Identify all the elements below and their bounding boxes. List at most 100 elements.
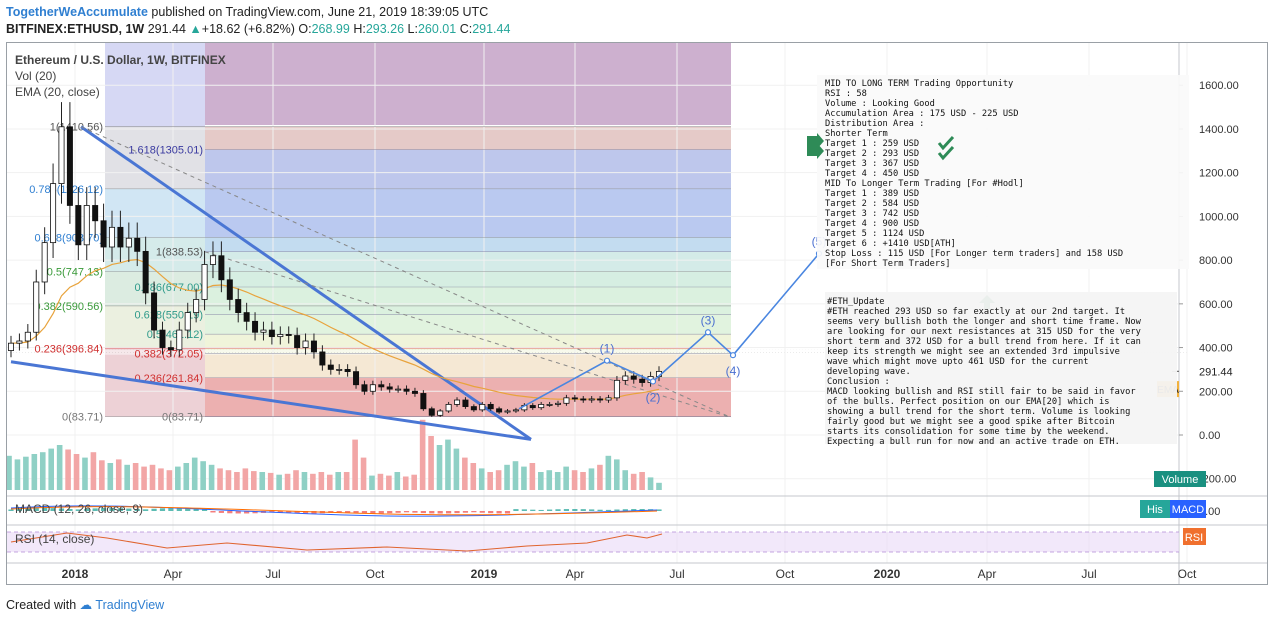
y-tick-label-0: 1600.00 [1199,80,1239,92]
chart-canvas[interactable]: 1(1410.56)0.786(1126.12)0.618(903.70)0.5… [7,43,1267,584]
candle-body [7,342,14,351]
candle-body [588,398,595,401]
volume-bars [7,419,662,490]
note1-line-8: Target 3 : 367 USD [825,159,919,169]
macd-hist-bar [134,509,140,511]
macd-hist-bar [286,511,292,513]
macd-hist-bar [193,508,199,511]
volume-bar [310,473,316,490]
note2-line-8: Conclusion : [827,377,890,387]
candle-body [555,402,562,405]
volume-bar [470,463,477,490]
note2-line-10: of the bulls. Perfect position on our EM… [827,397,1109,407]
candle-body [41,242,48,283]
macd-hist-bar [462,511,469,513]
indicator-panes [7,43,1267,584]
macd-hist-bar [42,508,48,511]
candle-body [184,312,191,331]
macd-hist-bar [479,511,485,513]
macd-hist-bar [235,511,241,514]
volume-bar [521,466,527,490]
fib2-band-9 [205,353,731,378]
wave-point-3 [704,329,712,336]
macd-hist-bar [504,511,511,514]
candle-body [100,220,107,248]
macd-hist-bar [614,509,620,511]
note2-line-9: MACD looking bullish and RSI still fair … [827,387,1136,397]
author-link[interactable]: TogetherWeAccumulate [6,5,148,19]
macd-hist-bar [100,508,107,511]
ema-line [10,258,660,400]
note2-line-11: showing a bull trend for the short term.… [827,407,1130,417]
volume-bar [39,452,46,490]
candle-body [496,408,503,413]
macd-hist-bar [420,511,426,514]
volume-bar [352,439,358,490]
macd-hist-bar [176,508,182,511]
candle-body [462,399,469,407]
note2-line-13: starts its consolidation for some time b… [827,427,1109,437]
candle-body [622,375,629,381]
fib2-band-8 [205,334,731,354]
macd-hist-bar [656,509,662,511]
volume-bar [394,472,401,490]
fib1-label-4: 0.382(590.56) [35,301,104,313]
candle-body [504,410,511,413]
candle-body [193,299,200,313]
candle-body [319,351,326,366]
volume-bar [656,482,662,490]
chart-area[interactable]: 1(1410.56) 0.786(1126.12) 0.618(903.70) 0.5… [6,42,1268,585]
tradingview-brand-link[interactable]: TradingView [95,598,165,612]
note1-line-18: [For Short Term Traders] [825,259,951,269]
volume-bar [200,461,206,490]
volume-bar [141,466,147,490]
candle-body [24,331,31,342]
candle-body [117,226,124,248]
candle-body [252,320,259,333]
x-label-9: Apr [978,567,997,581]
volume-bar [175,466,181,490]
close-label: C: [459,22,473,36]
note1-line-4: Distribution Area : [825,119,924,129]
last-price: 291.44 [147,22,186,36]
volume-bar [343,472,350,490]
candle-body [386,386,393,390]
macd-hist-bar [513,509,519,511]
macd-hist-bar [555,509,561,511]
candle-body [428,408,435,416]
macd-hist-bar [58,508,65,511]
macd-hist-bar [302,511,309,514]
fib2-band-4 [205,251,731,272]
tradingview-logo-icon[interactable]: ☁ [79,598,93,612]
volume-bar [259,472,266,490]
volume-bar [99,460,105,490]
volume-bar [82,457,88,490]
wave-label-3: (3) [701,313,716,327]
volume-bar [563,466,569,490]
candle-body [630,375,637,380]
volume-bar [605,455,612,490]
macd-hist-bar [572,509,578,511]
note1-line-2: Volume : Looking Good [825,99,935,109]
candle-body [336,369,343,371]
macd-badge: MACD [1172,504,1204,516]
candle-body [361,384,368,392]
volume-bar [402,476,409,490]
volume-bar [453,448,460,490]
legend-rsi: RSI (14, close) [15,532,94,546]
note2-line-5: keep its strength we might see an extend… [827,347,1120,357]
candle-body [411,390,418,394]
rsi-badge-bg [1183,528,1206,545]
fib1-label-1: 0.786(1126.12) [29,184,103,196]
volume-bar [318,472,325,490]
volume-bar [369,475,375,490]
volume-bar [217,468,223,490]
volume-bar [90,452,97,490]
dotted-support [7,349,1187,355]
candle-body [369,384,376,392]
macd-hist-bar [429,511,435,514]
fib2-label-4: 0.5(461.12) [147,329,203,341]
volume-bar [445,439,451,490]
volume-bar [124,464,130,490]
candle-body [479,403,486,411]
